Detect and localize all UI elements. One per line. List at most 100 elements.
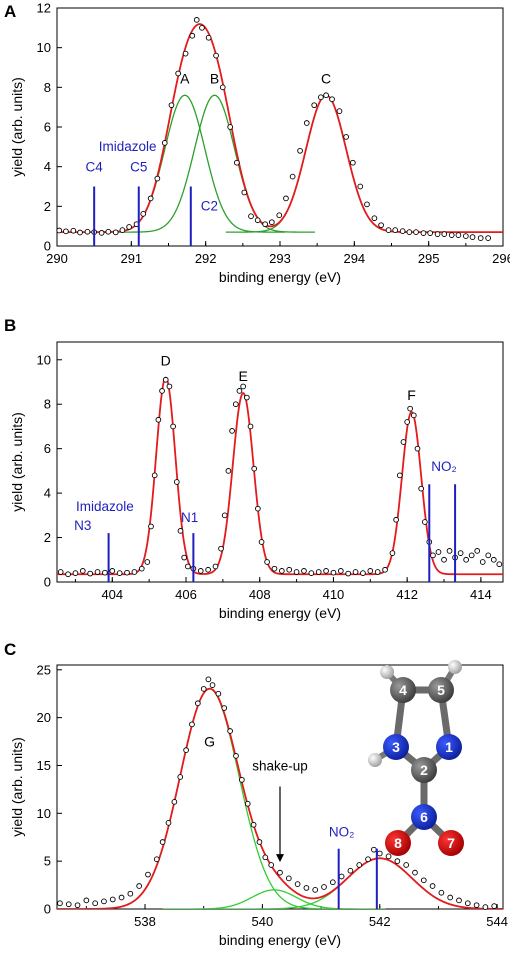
data-point [236,388,243,394]
data-point [241,189,248,196]
atom-8 [385,830,411,856]
data-point [162,376,169,383]
data-point [347,867,354,874]
data-point [303,885,310,891]
data-point [447,894,454,901]
data-point [102,569,108,576]
peak-label-c: C [321,70,331,86]
data-point [194,700,201,707]
data-point [336,108,343,114]
hydrogen-atom [380,665,394,679]
data-point [321,884,327,890]
data-point [243,394,250,401]
data-point [345,570,352,577]
atom-number-label: 8 [394,835,402,851]
data-point [364,201,370,208]
data-point [212,563,219,570]
data-point [234,159,240,166]
data-point [271,565,278,572]
data-point [262,854,269,861]
data-point [365,856,371,863]
annotation-label: Imidazole [99,139,157,154]
panel-c-y-axis-label: yield (arb. units) [9,737,25,837]
data-point [173,479,180,485]
data-point [229,428,235,434]
data-point [65,901,72,908]
y-tick-label: 10 [37,806,51,821]
data-point [289,173,296,180]
panel-a-label: A [4,2,16,21]
data-point [159,839,166,845]
data-point [438,889,445,896]
data-point [200,686,207,692]
atom-number-label: 1 [445,739,453,755]
data-point [435,549,442,555]
panel-b-y-axis-label: yield (arb. units) [9,412,25,512]
data-point [185,563,191,570]
data-point [303,120,310,126]
data-point [205,676,212,683]
data-point [285,875,292,882]
data-point [72,570,79,576]
data-point [232,401,239,408]
data-point [382,566,388,573]
data-point [385,227,392,233]
data-point [251,465,258,472]
y-tick-label: 8 [44,80,51,95]
panel-b-label: B [4,316,16,335]
data-point [482,904,489,910]
annotation-label: NO₂ [431,459,457,474]
annotation-label: NO₂ [329,824,355,839]
data-point [87,570,94,577]
y-tick-label: 20 [37,710,51,725]
data-point [166,383,173,390]
data-point [154,175,161,182]
data-point [171,798,178,805]
data-point [239,776,245,783]
data-point [479,559,486,565]
data-point [356,862,363,868]
y-tick-label: 10 [37,352,51,367]
data-point [469,234,476,240]
data-point [56,227,63,234]
data-point [434,231,441,237]
data-point [182,50,189,57]
data-point [315,569,322,575]
data-point [109,896,116,903]
data-point [297,147,303,154]
data-point [83,897,90,904]
data-point [406,229,413,235]
data-point [329,879,336,886]
data-point [389,550,396,556]
data-point [318,94,324,101]
data-point [446,548,453,554]
atom-5 [428,677,454,703]
annotation-label: Imidazole [76,499,134,514]
data-point [276,212,283,219]
data-point [165,820,172,826]
data-point [430,552,436,559]
data-point [136,883,143,889]
data-point [343,134,350,140]
y-tick-label: 6 [44,441,51,456]
data-point [293,569,300,575]
data-point [264,559,270,565]
data-point [98,230,105,236]
data-point [462,233,469,239]
data-point [159,388,165,394]
y-tick-label: 25 [37,662,51,677]
data-point [312,887,319,893]
data-point [233,753,239,759]
data-point [352,569,359,575]
panel-b-x-axis-label: binding energy (eV) [219,605,341,621]
data-point [410,412,417,419]
nitroimidazole-molecule-diagram: 4 5 3 1 2 6 8 7 [368,660,464,856]
data-point [197,568,204,574]
data-point [283,195,289,202]
data-point [286,566,293,573]
component-curve [162,889,386,909]
panel-a-plot-frame [56,7,504,247]
x-tick-label: 291 [120,251,142,266]
data-point [70,227,77,234]
